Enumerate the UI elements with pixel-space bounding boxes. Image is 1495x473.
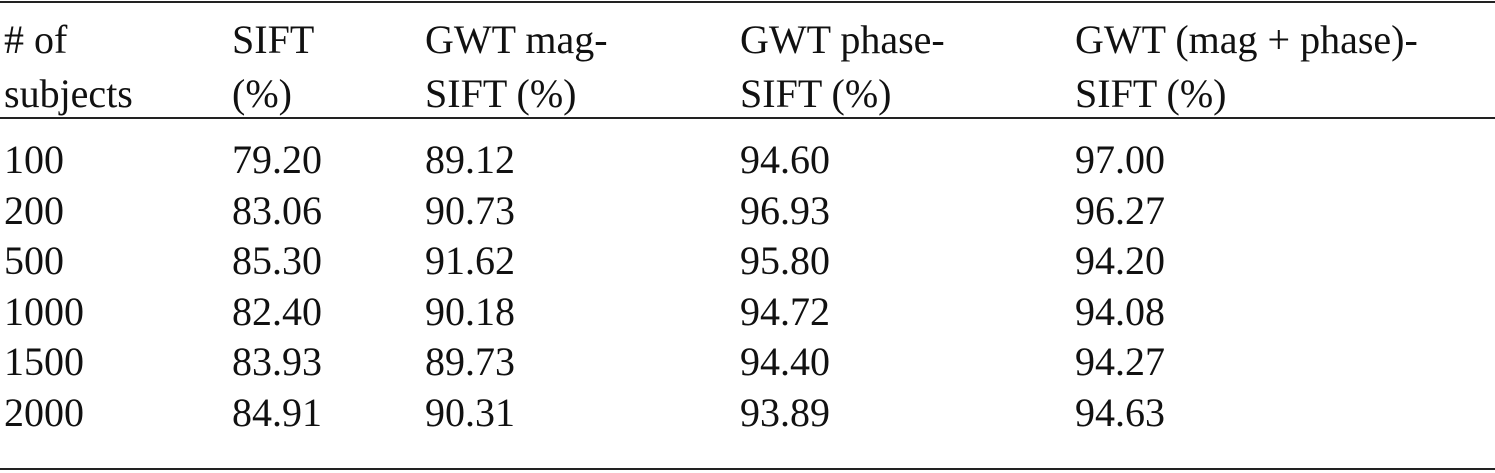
row-label: 200 (4, 187, 64, 233)
row-label: 2000 (4, 389, 84, 435)
table-cell: 82.40 (232, 288, 322, 334)
table-cell: 89.73 (425, 339, 515, 384)
header-cell: # of (4, 17, 68, 62)
table-cell: 84.91 (232, 389, 322, 435)
table-cell: 94.72 (740, 288, 830, 334)
header-cell: SIFT (%) (425, 71, 577, 116)
table-cell: 90.73 (425, 187, 515, 233)
header-cell: GWT (mag + phase)- (1075, 17, 1418, 62)
header-cell: GWT phase- (740, 17, 945, 62)
table-cell: 90.18 (425, 288, 515, 334)
row-label: 500 (4, 238, 64, 283)
row-label: 1000 (4, 288, 84, 334)
table-cell: 85.30 (232, 238, 322, 283)
table-cell: 93.89 (740, 389, 830, 435)
table-cell: 94.27 (1075, 339, 1165, 384)
table-cell: 89.12 (425, 137, 515, 182)
table-cell: 95.80 (740, 238, 830, 283)
table-cell: 90.31 (425, 389, 515, 435)
table-cell: 83.93 (232, 339, 322, 384)
table-cell: 97.00 (1075, 137, 1165, 182)
table-cell: 94.60 (740, 137, 830, 182)
row-label: 1500 (4, 339, 84, 384)
table-cell: 83.06 (232, 187, 322, 233)
table-cell: 79.20 (232, 137, 322, 182)
header-cell: SIFT (232, 17, 315, 62)
header-cell: GWT mag- (425, 17, 608, 62)
header-cell: SIFT (%) (740, 71, 892, 116)
bottom-rule (0, 468, 1495, 470)
table-cell: 96.27 (1075, 187, 1165, 233)
header-rule (0, 117, 1495, 119)
table-cell: 94.40 (740, 339, 830, 384)
header-cell: SIFT (%) (1075, 71, 1227, 116)
table-cell: 94.08 (1075, 288, 1165, 334)
top-rule (0, 1, 1495, 3)
table-cell: 91.62 (425, 238, 515, 283)
header-cell: (%) (232, 71, 292, 116)
table-cell: 94.63 (1075, 389, 1165, 435)
row-label: 100 (4, 137, 64, 182)
table-cell: 96.93 (740, 187, 830, 233)
table-cell: 94.20 (1075, 238, 1165, 283)
header-cell: subjects (4, 71, 133, 116)
